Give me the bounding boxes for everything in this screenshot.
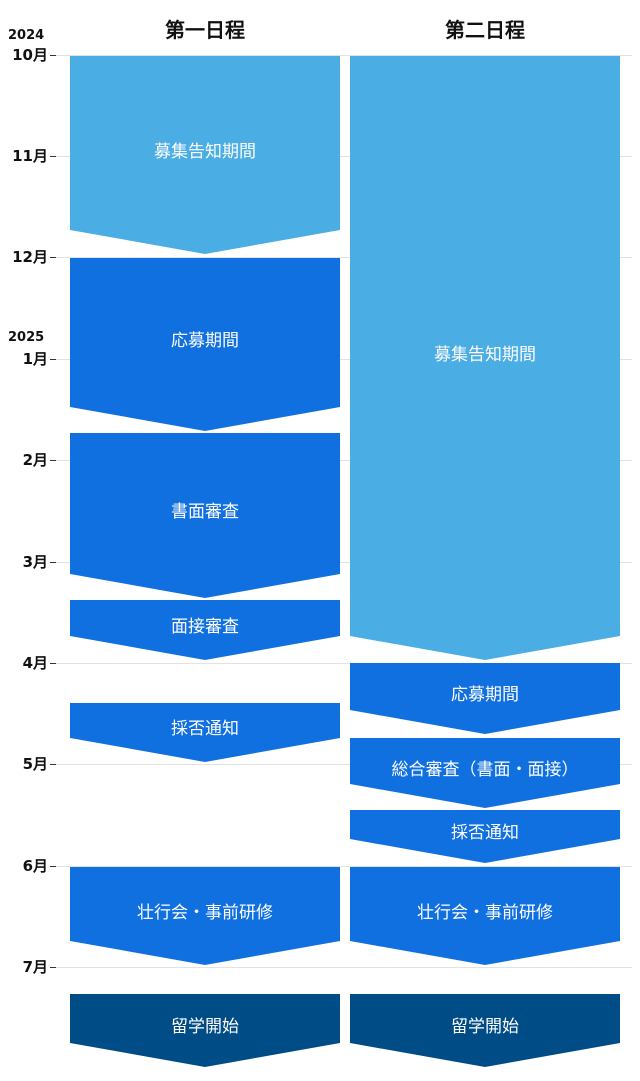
second-step-arrow: 応募期間 — [350, 663, 620, 734]
month-label: 1月 — [22, 350, 48, 368]
first-step-label: 採否通知 — [171, 719, 239, 739]
month-label: 2月 — [22, 451, 48, 469]
first-step-label: 面接審査 — [171, 616, 239, 637]
gridline — [54, 967, 632, 968]
gridline — [54, 460, 632, 461]
gridline — [54, 257, 632, 258]
second-step-label: 募集告知期間 — [434, 344, 536, 365]
axis-tick — [50, 663, 56, 664]
second-step-label: 採否通知 — [451, 823, 519, 843]
second-step-label: 留学開始 — [451, 1017, 519, 1037]
first-step-label: 壮行会・事前研修 — [137, 902, 273, 923]
month-label: 12月 — [12, 248, 48, 266]
second-step-label: 総合審査（書面・面接） — [391, 759, 579, 780]
first-schedule-title: 第一日程 — [165, 18, 245, 42]
month-label: 10月 — [12, 46, 48, 64]
second-step-arrow: 募集告知期間 — [350, 56, 620, 660]
gridline — [54, 562, 632, 563]
month-label: 11月 — [12, 147, 48, 165]
first-step-arrow: 募集告知期間 — [70, 56, 340, 254]
axis-tick — [50, 359, 56, 360]
first-step-arrow: 応募期間 — [70, 258, 340, 431]
first-step-label: 留学開始 — [171, 1017, 239, 1037]
first-step-arrow: 壮行会・事前研修 — [70, 867, 340, 965]
year-label-2025: 2025 — [8, 330, 45, 345]
second-step-label: 壮行会・事前研修 — [417, 902, 553, 923]
first-step-arrow: 書面審査 — [70, 433, 340, 598]
gridline — [54, 866, 632, 867]
month-label: 3月 — [22, 553, 48, 571]
month-label: 6月 — [22, 857, 48, 875]
month-label: 5月 — [22, 755, 48, 773]
second-step-arrow: 採否通知 — [350, 810, 620, 863]
axis-tick — [50, 764, 56, 765]
first-step-arrow: 面接審査 — [70, 600, 340, 660]
gridline — [54, 359, 632, 360]
gridline — [54, 156, 632, 157]
first-step-arrow: 採否通知 — [70, 703, 340, 762]
axis-tick — [50, 562, 56, 563]
gridline — [54, 663, 632, 664]
axis-tick — [50, 866, 56, 867]
month-label: 4月 — [22, 654, 48, 672]
second-step-label: 応募期間 — [451, 685, 519, 705]
axis-tick — [50, 55, 56, 56]
first-step-arrow: 留学開始 — [70, 994, 340, 1067]
second-schedule-title: 第二日程 — [445, 18, 525, 42]
axis-tick — [50, 156, 56, 157]
axis-tick — [50, 460, 56, 461]
second-step-arrow: 留学開始 — [350, 994, 620, 1067]
gridline — [54, 55, 632, 56]
year-label-2024: 2024 — [8, 28, 45, 43]
second-step-arrow: 壮行会・事前研修 — [350, 867, 620, 965]
first-step-label: 募集告知期間 — [154, 141, 256, 162]
month-label: 7月 — [22, 958, 48, 976]
gridline — [54, 764, 632, 765]
first-step-label: 書面審査 — [171, 502, 239, 522]
axis-tick — [50, 967, 56, 968]
first-step-label: 応募期間 — [171, 331, 239, 351]
second-step-arrow: 総合審査（書面・面接） — [350, 738, 620, 808]
axis-tick — [50, 257, 56, 258]
